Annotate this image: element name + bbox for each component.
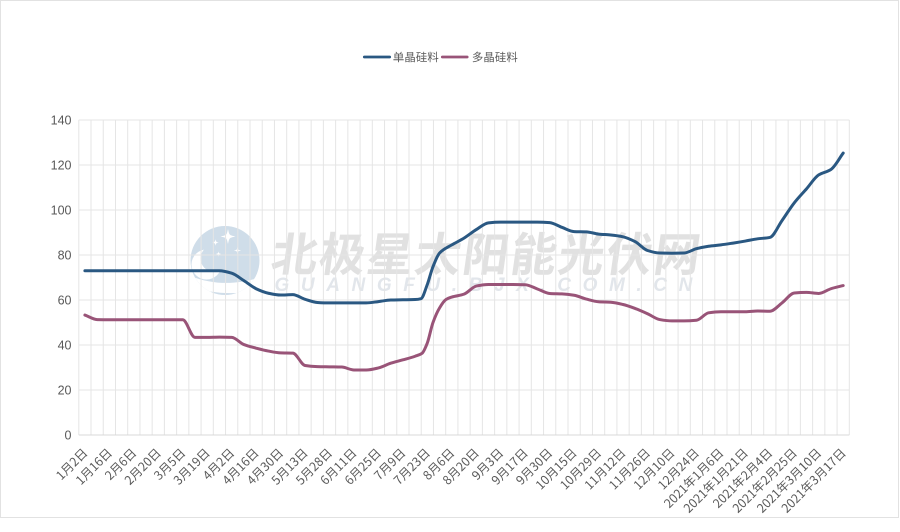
svg-text:20: 20: [58, 383, 72, 397]
svg-text:80: 80: [58, 248, 72, 262]
svg-text:120: 120: [51, 158, 72, 172]
svg-text:40: 40: [58, 338, 72, 352]
svg-text:100: 100: [51, 203, 72, 217]
svg-text:60: 60: [58, 293, 72, 307]
svg-text:140: 140: [51, 113, 72, 127]
svg-text:0: 0: [65, 428, 72, 442]
